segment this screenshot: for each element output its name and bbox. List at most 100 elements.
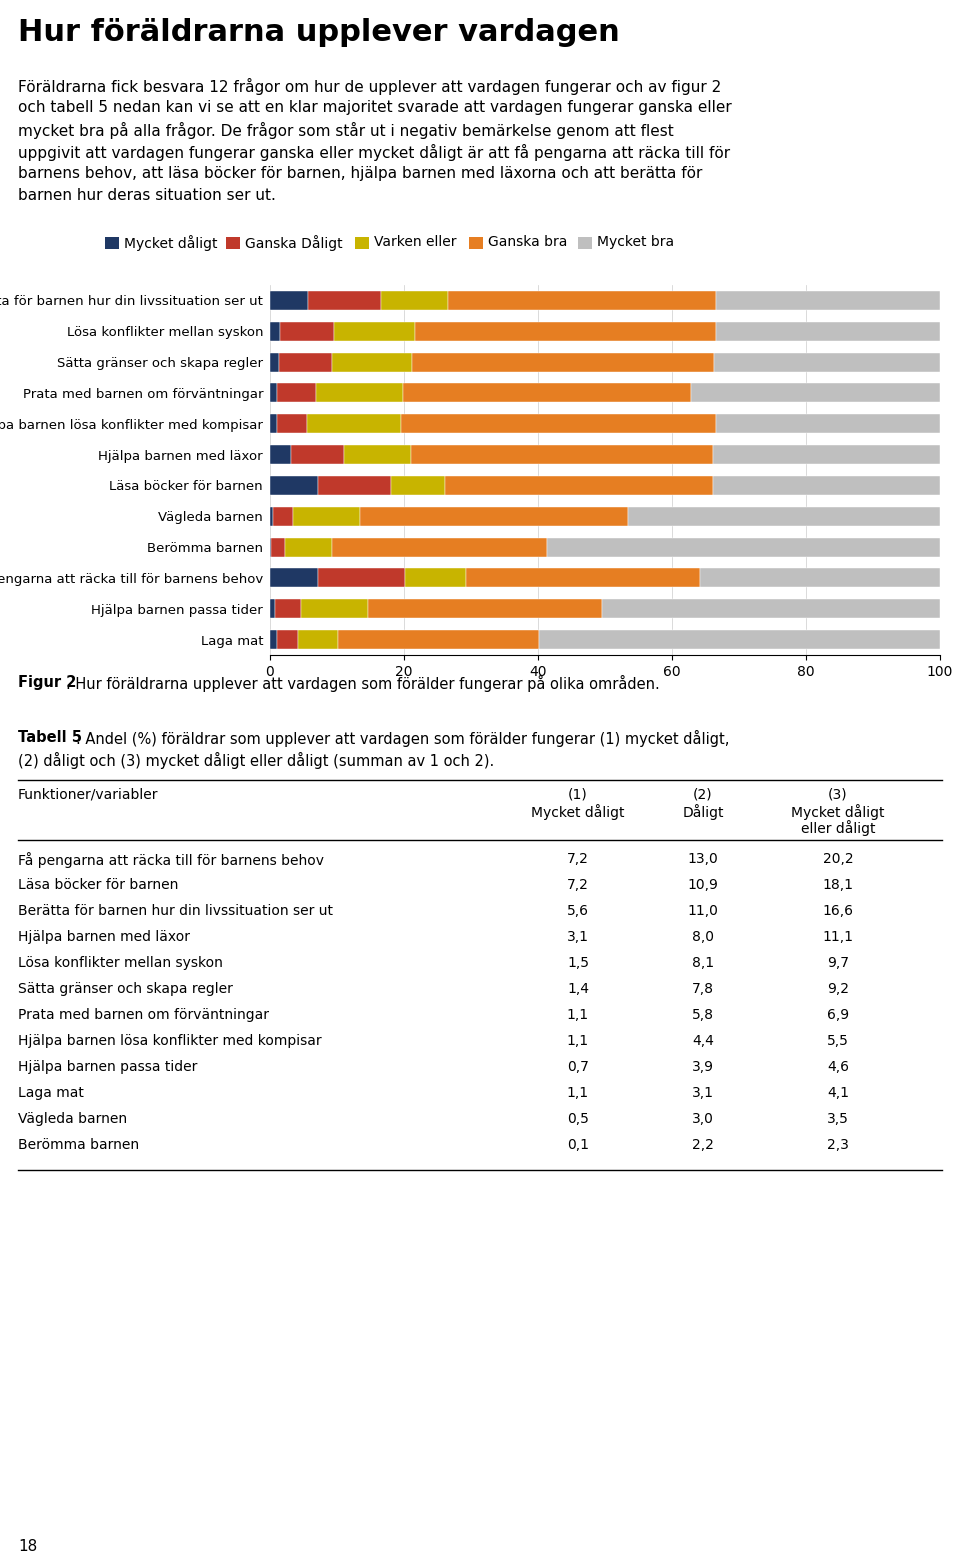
Text: 3,0: 3,0 xyxy=(692,1113,714,1127)
Text: Berätta för barnen hur din livssituation ser ut: Berätta för barnen hur din livssituation… xyxy=(18,904,333,918)
Bar xyxy=(691,384,940,403)
Text: 6,9: 6,9 xyxy=(827,1008,849,1022)
Bar xyxy=(294,506,360,527)
Text: Funktioner/variabler: Funktioner/variabler xyxy=(18,788,158,802)
Text: (1): (1) xyxy=(568,788,588,802)
Bar xyxy=(405,569,466,588)
Text: (2) dåligt och (3) mycket dåligt eller dåligt (summan av 1 och 2).: (2) dåligt och (3) mycket dåligt eller d… xyxy=(18,752,494,769)
Text: Prata med barnen om förväntningar: Prata med barnen om förväntningar xyxy=(18,1008,269,1022)
Text: 20,2: 20,2 xyxy=(823,852,853,867)
Bar xyxy=(629,506,940,527)
Bar xyxy=(412,353,713,371)
Bar xyxy=(277,630,299,649)
Bar xyxy=(602,599,940,619)
Bar xyxy=(285,537,332,556)
Text: Mycket bra: Mycket bra xyxy=(597,235,674,249)
Bar xyxy=(277,384,316,403)
Text: 5,8: 5,8 xyxy=(692,1008,714,1022)
Text: 1,1: 1,1 xyxy=(567,1086,589,1100)
Text: 7,8: 7,8 xyxy=(692,983,714,997)
Text: 3,9: 3,9 xyxy=(692,1059,714,1073)
Bar xyxy=(713,353,940,371)
Text: 5,6: 5,6 xyxy=(567,904,589,918)
Bar xyxy=(716,291,940,310)
Bar xyxy=(400,414,715,434)
Text: . Andel (%) föräldrar som upplever att vardagen som förälder fungerar (1) mycket: . Andel (%) föräldrar som upplever att v… xyxy=(76,730,730,747)
Bar xyxy=(291,445,345,464)
Bar xyxy=(319,569,405,588)
Bar xyxy=(270,384,277,403)
Text: 11,1: 11,1 xyxy=(823,929,853,943)
Bar xyxy=(270,321,280,340)
Bar xyxy=(316,384,403,403)
Text: 0,7: 0,7 xyxy=(567,1059,588,1073)
Text: 4,6: 4,6 xyxy=(827,1059,849,1073)
Bar xyxy=(270,476,319,495)
Text: Få pengarna att räcka till för barnens behov: Få pengarna att räcka till för barnens b… xyxy=(18,852,324,868)
Text: Ganska bra: Ganska bra xyxy=(488,235,567,249)
Text: 3,1: 3,1 xyxy=(567,929,589,943)
Text: 16,6: 16,6 xyxy=(823,904,853,918)
Bar xyxy=(307,291,381,310)
Text: 1,5: 1,5 xyxy=(567,956,589,970)
Text: Dåligt: Dåligt xyxy=(683,804,724,820)
Bar xyxy=(270,630,277,649)
Bar xyxy=(392,476,444,495)
Bar xyxy=(448,291,716,310)
Bar xyxy=(700,569,940,588)
Text: 9,2: 9,2 xyxy=(827,983,849,997)
Text: Figur 2: Figur 2 xyxy=(18,675,77,689)
Bar xyxy=(270,599,275,619)
Bar xyxy=(332,537,546,556)
Bar xyxy=(345,445,412,464)
Bar xyxy=(381,291,448,310)
Text: 4,1: 4,1 xyxy=(827,1086,849,1100)
Text: 8,0: 8,0 xyxy=(692,929,714,943)
Text: 2,2: 2,2 xyxy=(692,1138,714,1152)
Bar xyxy=(715,414,940,434)
Text: Mycket dåligt: Mycket dåligt xyxy=(791,804,885,820)
Bar xyxy=(412,445,713,464)
Bar xyxy=(270,445,291,464)
Text: 3,5: 3,5 xyxy=(828,1113,849,1127)
Bar xyxy=(277,414,307,434)
Text: Hjälpa barnen passa tider: Hjälpa barnen passa tider xyxy=(18,1059,198,1073)
Text: mycket bra på alla frågor. De frågor som står ut i negativ bemärkelse genom att : mycket bra på alla frågor. De frågor som… xyxy=(18,122,674,139)
Bar xyxy=(540,630,940,649)
Text: (3): (3) xyxy=(828,788,848,802)
Text: 0,5: 0,5 xyxy=(567,1113,588,1127)
Bar xyxy=(300,599,368,619)
Bar xyxy=(319,476,392,495)
Bar xyxy=(360,506,629,527)
Bar xyxy=(546,537,940,556)
Text: 7,2: 7,2 xyxy=(567,878,588,892)
Bar xyxy=(713,445,940,464)
Bar xyxy=(270,569,319,588)
Text: 11,0: 11,0 xyxy=(687,904,718,918)
Text: Ganska Dåligt: Ganska Dåligt xyxy=(245,235,343,251)
Bar xyxy=(466,569,700,588)
Bar xyxy=(270,414,277,434)
Bar xyxy=(274,506,294,527)
Bar xyxy=(270,291,307,310)
Bar xyxy=(444,476,713,495)
Text: (2): (2) xyxy=(693,788,713,802)
Text: Läsa böcker för barnen: Läsa böcker för barnen xyxy=(18,878,179,892)
Text: 1,1: 1,1 xyxy=(567,1008,589,1022)
Text: Varken eller: Varken eller xyxy=(374,235,457,249)
Text: 5,5: 5,5 xyxy=(828,1034,849,1048)
Text: 3,1: 3,1 xyxy=(692,1086,714,1100)
Text: 7,2: 7,2 xyxy=(567,852,588,867)
Text: och tabell 5 nedan kan vi se att en klar majoritet svarade att vardagen fungerar: och tabell 5 nedan kan vi se att en klar… xyxy=(18,100,732,114)
Text: 18,1: 18,1 xyxy=(823,878,853,892)
Text: barnen hur deras situation ser ut.: barnen hur deras situation ser ut. xyxy=(18,188,276,204)
Bar xyxy=(280,321,334,340)
Text: Mycket dåligt: Mycket dåligt xyxy=(531,804,625,820)
Bar xyxy=(270,506,274,527)
Text: Tabell 5: Tabell 5 xyxy=(18,730,82,744)
Text: 8,1: 8,1 xyxy=(692,956,714,970)
Text: 18: 18 xyxy=(18,1539,37,1554)
Bar xyxy=(338,630,540,649)
Text: Föräldrarna fick besvara 12 frågor om hur de upplever att vardagen fungerar och : Föräldrarna fick besvara 12 frågor om hu… xyxy=(18,78,721,96)
Text: 4,4: 4,4 xyxy=(692,1034,714,1048)
